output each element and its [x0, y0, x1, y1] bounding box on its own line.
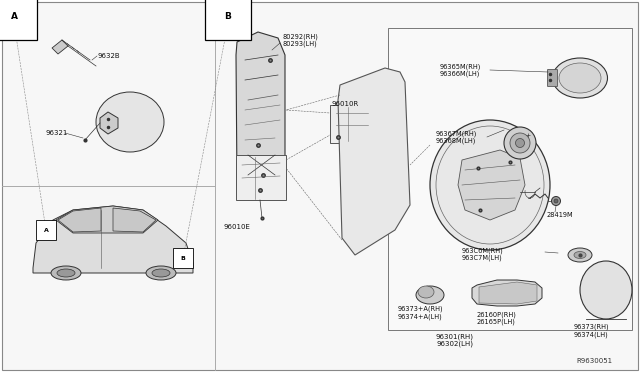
Polygon shape — [33, 206, 193, 273]
Polygon shape — [479, 282, 537, 304]
Ellipse shape — [418, 286, 434, 298]
Ellipse shape — [504, 127, 536, 159]
Text: 9632B: 9632B — [97, 53, 120, 59]
Polygon shape — [458, 150, 525, 220]
Polygon shape — [236, 32, 285, 200]
FancyBboxPatch shape — [330, 105, 374, 143]
Text: 96010E: 96010E — [223, 224, 250, 230]
Text: 96367M(RH)
96368M(LH): 96367M(RH) 96368M(LH) — [436, 130, 477, 144]
Text: 96301(RH)
96302(LH): 96301(RH) 96302(LH) — [436, 333, 474, 347]
Ellipse shape — [574, 251, 586, 259]
Polygon shape — [338, 68, 410, 255]
Text: B: B — [225, 12, 232, 20]
Polygon shape — [58, 208, 101, 232]
Ellipse shape — [515, 138, 525, 148]
Ellipse shape — [146, 266, 176, 280]
Text: 26160P(RH)
26165P(LH): 26160P(RH) 26165P(LH) — [477, 311, 517, 325]
Text: 28419M: 28419M — [547, 212, 573, 218]
Text: 96373(RH)
96374(LH): 96373(RH) 96374(LH) — [573, 324, 609, 338]
Ellipse shape — [57, 269, 75, 277]
Polygon shape — [472, 280, 542, 306]
Ellipse shape — [510, 133, 530, 153]
Ellipse shape — [552, 196, 561, 205]
Ellipse shape — [568, 248, 592, 262]
Text: 96373+A(RH)
96374+A(LH): 96373+A(RH) 96374+A(LH) — [398, 306, 444, 320]
Ellipse shape — [552, 58, 607, 98]
Ellipse shape — [554, 199, 558, 203]
Text: A: A — [10, 12, 17, 20]
Ellipse shape — [152, 269, 170, 277]
Text: R9630051: R9630051 — [576, 358, 612, 364]
Ellipse shape — [51, 266, 81, 280]
Ellipse shape — [559, 63, 601, 93]
Ellipse shape — [96, 92, 164, 152]
FancyBboxPatch shape — [236, 155, 286, 200]
Ellipse shape — [430, 120, 550, 250]
Ellipse shape — [580, 261, 632, 319]
Text: B: B — [180, 256, 186, 260]
Polygon shape — [56, 206, 158, 233]
Polygon shape — [113, 208, 156, 232]
Polygon shape — [100, 112, 118, 134]
Text: 96365M(RH)
96366M(LH): 96365M(RH) 96366M(LH) — [440, 63, 481, 77]
Text: 80292(RH)
80293(LH): 80292(RH) 80293(LH) — [283, 33, 319, 47]
FancyBboxPatch shape — [388, 28, 632, 330]
Text: 96010R: 96010R — [332, 101, 359, 107]
Text: 96321: 96321 — [45, 130, 67, 136]
Text: A: A — [44, 228, 49, 232]
Polygon shape — [52, 40, 68, 54]
FancyBboxPatch shape — [547, 70, 557, 87]
Text: 963C6M(RH)
963C7M(LH): 963C6M(RH) 963C7M(LH) — [462, 247, 504, 261]
Ellipse shape — [416, 286, 444, 304]
